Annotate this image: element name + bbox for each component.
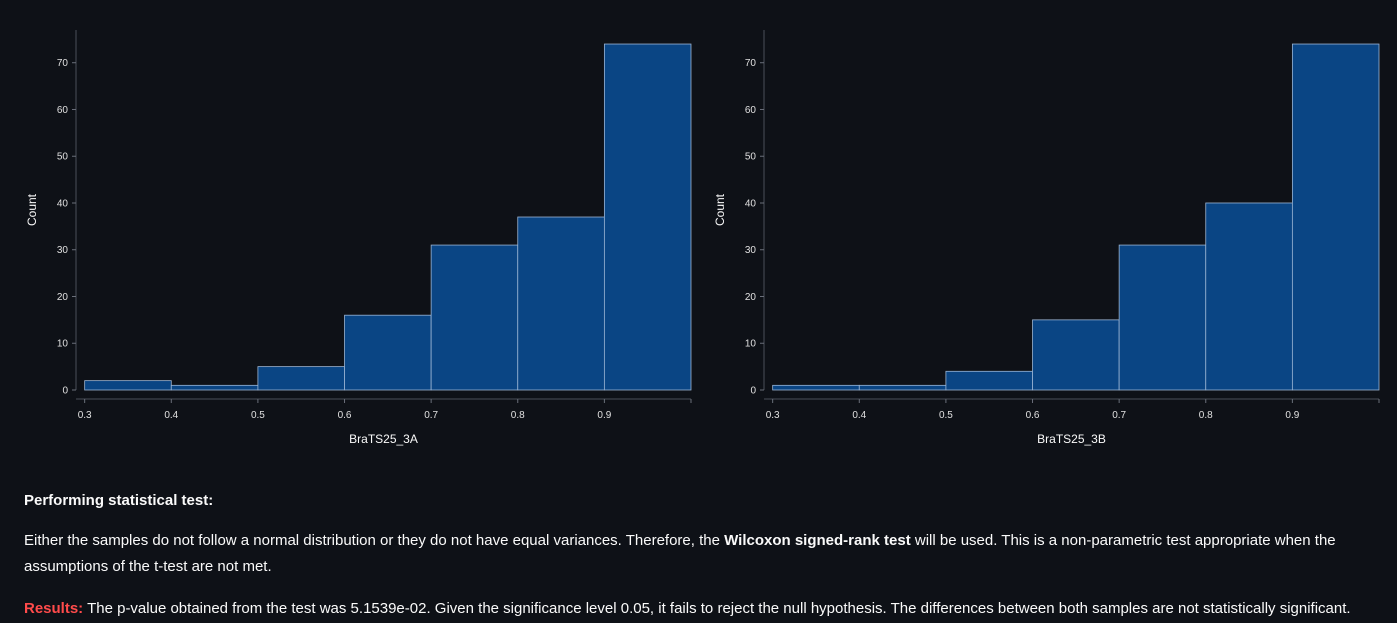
y-tick-label: 70 xyxy=(745,58,757,69)
x-tick-label: 0.7 xyxy=(1112,410,1126,421)
x-tick-label: 0.5 xyxy=(939,410,953,421)
y-tick-label: 70 xyxy=(57,58,69,69)
y-tick-label: 20 xyxy=(57,292,69,303)
histogram-svg-right: 0 10 20 30 40 50 60 70 0.3 0.4 0.5 0.6 0.7 0.8 0.9 BraT… xyxy=(713,30,1380,446)
y-tick-label: 60 xyxy=(57,105,69,116)
y-tick-label: 40 xyxy=(745,198,757,209)
y-tick-label: 60 xyxy=(745,105,757,116)
x-tick-label: 0.4 xyxy=(852,410,866,421)
test-description-prefix: Either the samples do not follow a norma… xyxy=(24,532,725,549)
histogram-bar xyxy=(858,384,947,391)
histogram-chart-right: 0 10 20 30 40 50 60 70 0.3 0.4 0.5 0.6 0.7 0.8 0.9 BraT… xyxy=(700,0,1397,460)
x-axis-title: BraTS25_3A xyxy=(349,432,418,446)
y-tick-label: 50 xyxy=(57,152,69,163)
section-heading: Performing statistical test: xyxy=(24,492,214,509)
histogram-bar xyxy=(772,384,860,391)
x-tick-label: 0.9 xyxy=(597,410,611,421)
histogram-bar xyxy=(945,370,1033,391)
y-tick-label: 10 xyxy=(57,339,69,350)
x-tick-label: 0.6 xyxy=(1026,410,1040,421)
test-description: Either the samples do not follow a norma… xyxy=(24,528,1374,580)
histogram-bar xyxy=(170,384,259,391)
x-tick-label: 0.8 xyxy=(511,410,525,421)
y-tick-label: 30 xyxy=(745,245,757,256)
histogram-bar xyxy=(1032,319,1120,391)
x-tick-label: 0.3 xyxy=(766,410,780,421)
x-tick-label: 0.6 xyxy=(338,410,352,421)
histogram-bar xyxy=(517,216,605,391)
histogram-bar xyxy=(84,380,172,391)
histogram-chart-left: 0 10 20 30 40 50 60 70 0.3 0.4 0.5 0.6 0.7 0.8 0.9 BraT… xyxy=(0,0,700,460)
y-tick-label: 0 xyxy=(62,386,68,397)
y-tick-label: 50 xyxy=(745,152,757,163)
results-label: Results: xyxy=(24,600,84,617)
results-line: Results: The p-value obtained from the t… xyxy=(24,596,1374,622)
y-tick-label: 30 xyxy=(57,245,69,256)
histogram-bar xyxy=(257,366,345,391)
y-tick-label: 40 xyxy=(57,198,69,209)
histogram-bar xyxy=(1205,202,1293,391)
x-tick-label: 0.4 xyxy=(164,410,178,421)
results-text: The p-value obtained from the test was 5… xyxy=(83,600,1351,617)
x-tick-label: 0.9 xyxy=(1285,410,1299,421)
x-tick-label: 0.8 xyxy=(1199,410,1213,421)
test-description-suffix: will be used. This is a non-parametric t… xyxy=(24,532,1336,575)
x-tick-label: 0.3 xyxy=(78,410,92,421)
x-tick-label: 0.5 xyxy=(251,410,265,421)
y-tick-label: 0 xyxy=(750,386,756,397)
histogram-svg-left: 0 10 20 30 40 50 60 70 0.3 0.4 0.5 0.6 0.7 0.8 0.9 BraT… xyxy=(25,30,692,446)
histogram-bar xyxy=(1118,244,1207,391)
histogram-bar xyxy=(603,43,692,391)
y-axis-title: Count xyxy=(25,193,39,226)
histogram-bar xyxy=(430,244,519,391)
y-axis-title: Count xyxy=(713,193,727,226)
histogram-bar xyxy=(344,314,432,391)
histogram-bar xyxy=(1291,43,1380,391)
test-name: Wilcoxon signed-rank test xyxy=(724,532,911,549)
y-tick-label: 10 xyxy=(745,339,757,350)
y-tick-label: 20 xyxy=(745,292,757,303)
x-axis-title: BraTS25_3B xyxy=(1037,432,1106,446)
x-tick-label: 0.7 xyxy=(424,410,438,421)
